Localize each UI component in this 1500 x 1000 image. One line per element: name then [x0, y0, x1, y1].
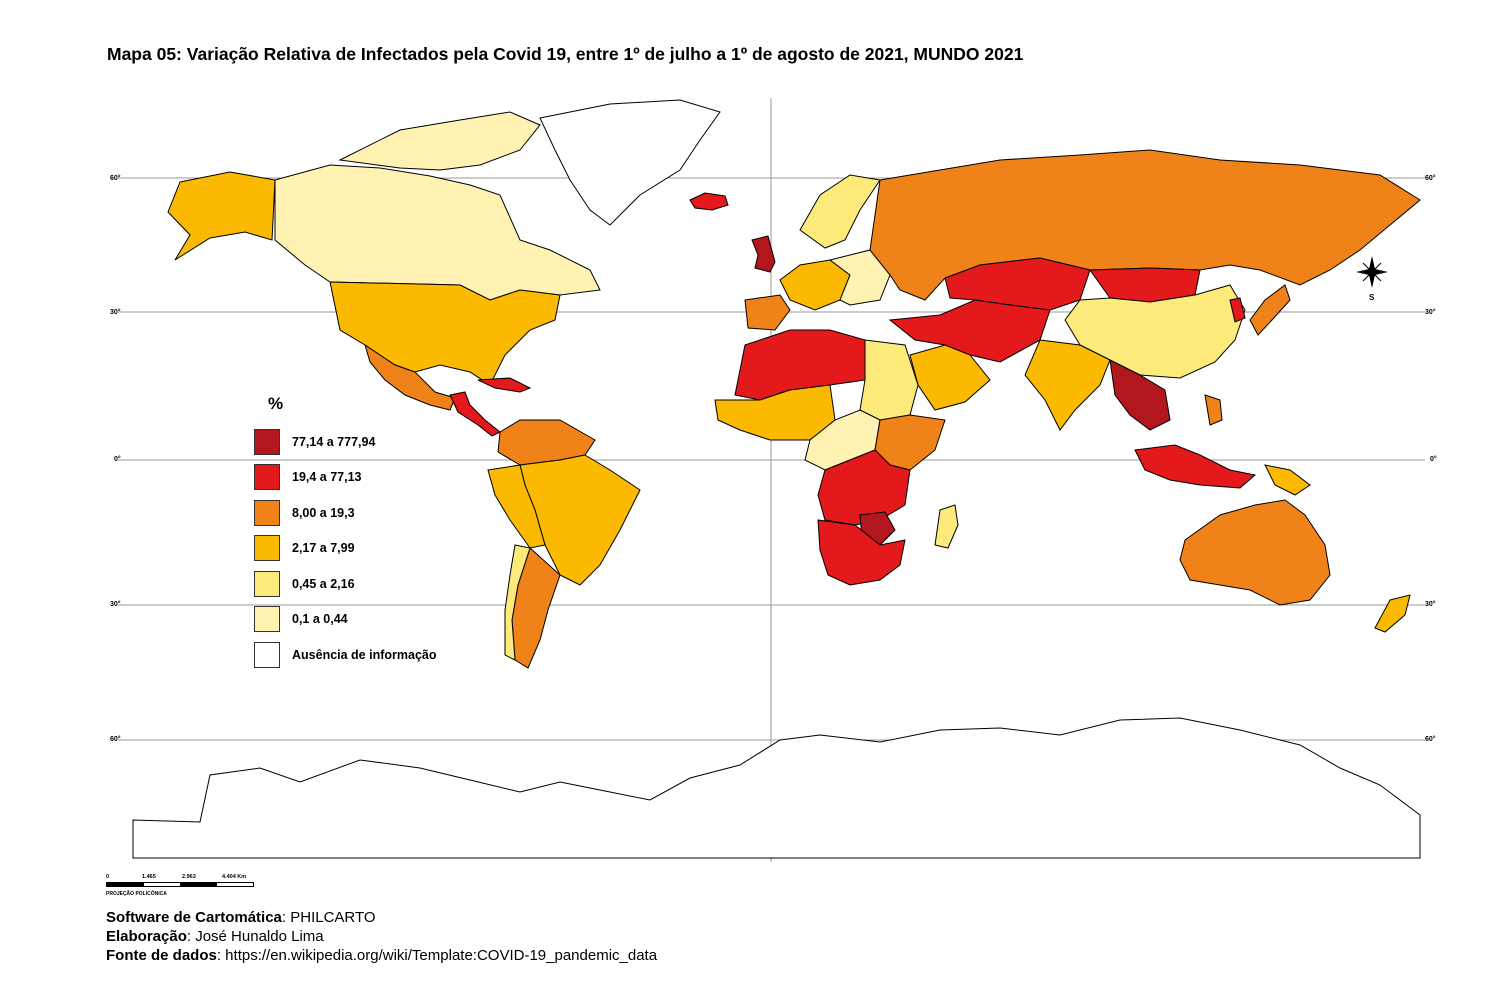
legend-swatch	[254, 464, 280, 491]
north-africa	[734, 329, 866, 401]
russia	[869, 149, 1421, 301]
arabian-peninsula	[909, 344, 991, 411]
credit-author-value: : José Hunaldo Lima	[186, 928, 324, 945]
credit-software: Software de Cartomática: PHILCARTO	[106, 908, 657, 927]
legend-item-high: 19,4 a 77,13	[254, 460, 484, 496]
scale-bar-graphic	[106, 882, 254, 887]
scale-bar: 0 1.465 2.963 4.404 Km PROJEÇÃO POLICÔNI…	[106, 874, 266, 902]
myanmar-thailand	[1109, 359, 1171, 431]
turkey-iran-afghanistan	[888, 299, 1051, 363]
peru-bolivia	[487, 464, 546, 549]
new-zealand	[1374, 594, 1411, 633]
iberia	[744, 294, 791, 331]
legend-label: Ausência de informação	[292, 647, 437, 662]
lat-label-left-60s: 60°	[110, 735, 121, 743]
legend-label: 0,1 a 0,44	[292, 612, 348, 627]
uk	[751, 235, 776, 273]
australia	[1179, 499, 1331, 606]
lat-label-right-30s: 30°	[1425, 600, 1436, 608]
canada-islands	[338, 111, 541, 171]
legend: % 77,14 a 777,94 19,4 a 77,13 8,00 a 19,…	[254, 394, 484, 673]
legend-label: 77,14 a 777,94	[292, 434, 376, 449]
philippines	[1204, 394, 1223, 426]
credit-software-value: : PHILCARTO	[281, 909, 376, 926]
korea	[1229, 297, 1246, 323]
lat-label-right-60s: 60°	[1425, 735, 1436, 743]
canada	[274, 164, 601, 301]
graticule-labels: 60° 30° 0° 30° 60° 60° 30° 0° 30° 60°	[110, 174, 1437, 743]
alaska	[167, 171, 276, 261]
southern-central-africa	[817, 449, 911, 526]
legend-item-low: 0,45 a 2,16	[254, 566, 484, 602]
legend-item-no-data: Ausência de informação	[254, 637, 484, 673]
lat-label-right-0: 0°	[1430, 455, 1437, 463]
lat-label-left-0: 0°	[114, 455, 121, 463]
legend-item-very-low: 0,1 a 0,44	[254, 602, 484, 638]
lat-label-left-30s: 30°	[110, 600, 121, 608]
legend-item-mid: 2,17 a 7,99	[254, 531, 484, 567]
legend-title: %	[268, 394, 284, 413]
caribbean	[477, 377, 532, 393]
legend-label: 19,4 a 77,13	[292, 470, 362, 485]
japan	[1249, 284, 1291, 336]
legend-label: 8,00 a 19,3	[292, 505, 355, 520]
credit-author: Elaboração: José Hunaldo Lima	[106, 927, 657, 946]
egypt-sudan	[859, 339, 919, 421]
usa	[329, 281, 561, 386]
legend-item-very-high: 77,14 a 777,94	[254, 424, 484, 460]
antarctica	[132, 717, 1421, 859]
indonesia-malaysia	[1134, 444, 1257, 489]
scale-tick: 1.465	[142, 874, 156, 880]
compass-rose-icon: S	[1356, 256, 1388, 302]
legend-swatch	[254, 570, 280, 597]
credit-source-value: : https://en.wikipedia.org/wiki/Template…	[216, 947, 658, 964]
south-africa	[817, 519, 906, 586]
compass-label: S	[1369, 293, 1375, 302]
kazakhstan-central-asia	[944, 257, 1091, 311]
credits: Software de Cartomática: PHILCARTO Elabo…	[106, 908, 657, 965]
legend-label: 2,17 a 7,99	[292, 541, 355, 556]
iceland	[689, 192, 729, 211]
credit-source: Fonte de dados: https://en.wikipedia.org…	[106, 946, 657, 965]
scale-tick: 4.404 Km	[222, 874, 247, 880]
papua-new-guinea	[1264, 464, 1311, 496]
mexico	[364, 343, 456, 411]
legend-swatch	[254, 499, 280, 526]
lat-label-left-30n: 30°	[110, 308, 121, 316]
lat-label-left-60n: 60°	[110, 174, 121, 182]
lat-label-right-30n: 30°	[1425, 308, 1436, 316]
legend-swatch	[254, 606, 280, 633]
legend-label: 0,45 a 2,16	[292, 576, 355, 591]
scale-tick: 2.963	[182, 874, 196, 880]
legend-swatch	[254, 428, 280, 455]
chile	[504, 544, 531, 661]
scale-ticks: 0 1.465 2.963 4.404 Km	[106, 874, 266, 882]
scale-tick: 0	[106, 874, 110, 880]
projection-label: PROJEÇÃO POLICÔNICA	[106, 891, 167, 897]
india	[1024, 339, 1111, 431]
credit-software-label: Software de Cartomática	[106, 909, 282, 926]
legend-swatch	[254, 535, 280, 562]
credit-source-label: Fonte de dados	[106, 947, 217, 964]
madagascar	[934, 504, 959, 549]
map-title: Mapa 05: Variação Relativa de Infectados…	[107, 44, 1024, 64]
scandinavia	[799, 174, 881, 249]
credit-author-label: Elaboração	[106, 928, 187, 945]
lat-label-right-60n: 60°	[1425, 174, 1436, 182]
legend-item-mid-high: 8,00 a 19,3	[254, 495, 484, 531]
legend-swatch	[254, 641, 280, 668]
greenland	[539, 99, 721, 226]
